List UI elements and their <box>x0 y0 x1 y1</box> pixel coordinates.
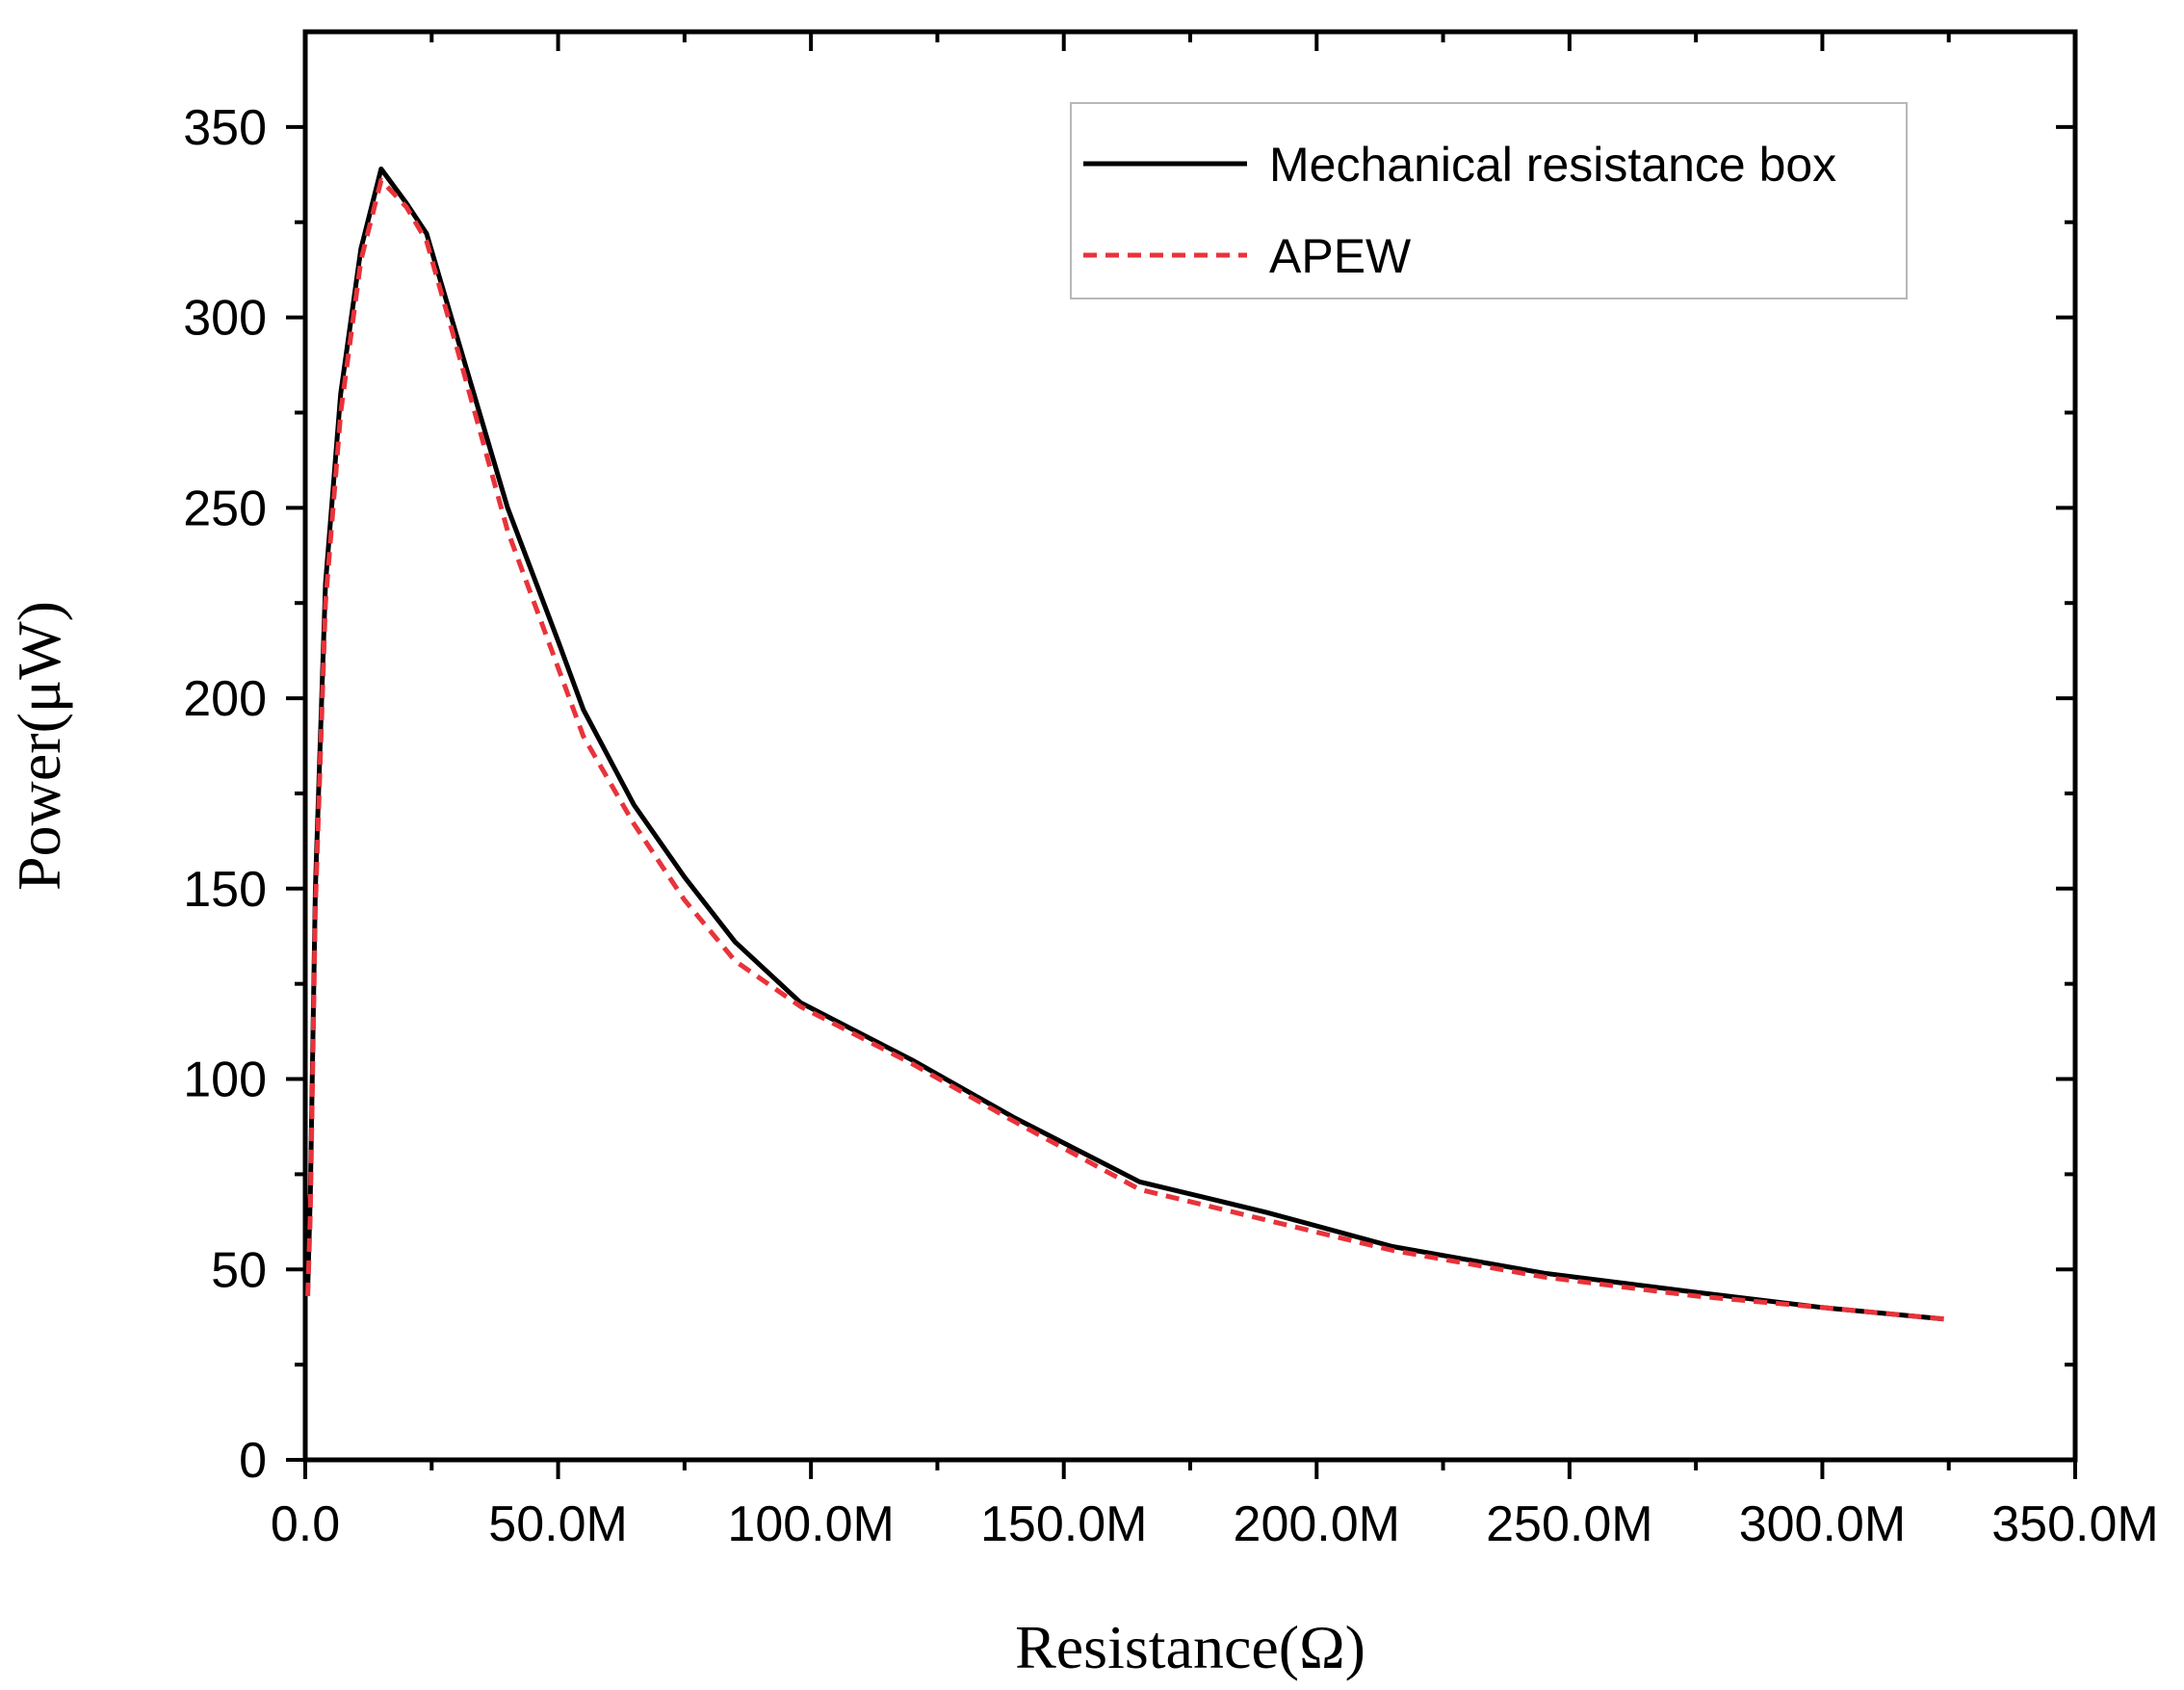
y-tick-label: 250 <box>183 481 267 536</box>
y-tick-label: 200 <box>183 671 267 727</box>
x-tick-label: 0.0 <box>271 1496 340 1552</box>
x-tick-label: 350.0M <box>1991 1496 2158 1552</box>
y-tick-label: 150 <box>183 862 267 918</box>
x-tick-label: 150.0M <box>980 1496 1147 1552</box>
x-tick-label: 100.0M <box>727 1496 894 1552</box>
legend: Mechanical resistance box APEW <box>1070 102 1908 299</box>
legend-label-mechanical-resistance-box: Mechanical resistance box <box>1269 138 1836 192</box>
y-axis: 0 50 100 150 200 250 300 350 <box>183 100 2075 1489</box>
y-tick-label: 100 <box>183 1053 267 1108</box>
series-line-mechanical-resistance-box <box>305 166 1944 1322</box>
x-tick-label: 250.0M <box>1486 1496 1652 1552</box>
y-tick-label: 300 <box>183 291 267 347</box>
y-tick-label: 350 <box>183 100 267 156</box>
y-tick-label: 0 <box>239 1433 267 1489</box>
legend-label-apew: APEW <box>1269 229 1412 283</box>
y-tick-label: 50 <box>211 1242 267 1298</box>
series-line-apew <box>305 177 1944 1322</box>
x-tick-label: 300.0M <box>1739 1496 1906 1552</box>
series-layer <box>305 166 1944 1322</box>
legend-box <box>1070 102 1908 299</box>
x-axis: 0.0 50.0M 100.0M 150.0M 200.0M 250.0M 300.0M 35… <box>271 32 2159 1552</box>
x-axis-title: Resistance(Ω) <box>1015 1613 1365 1681</box>
y-axis-title: Power(μW) <box>5 601 73 891</box>
x-tick-label: 50.0M <box>488 1496 628 1552</box>
x-tick-label: 200.0M <box>1234 1496 1400 1552</box>
